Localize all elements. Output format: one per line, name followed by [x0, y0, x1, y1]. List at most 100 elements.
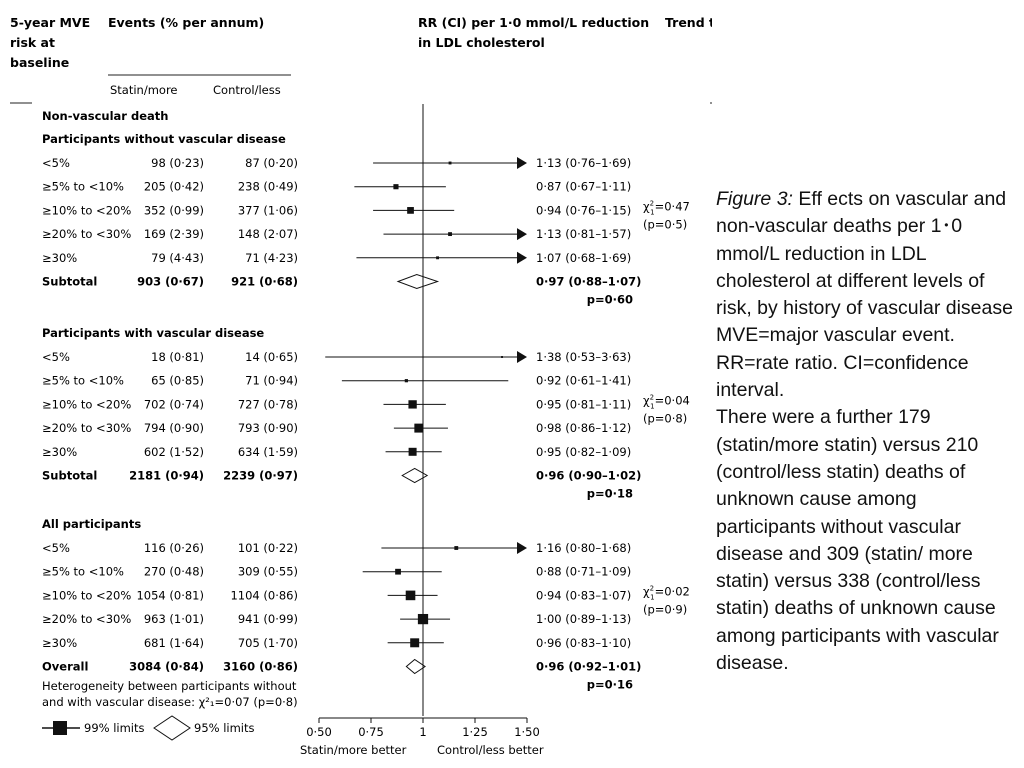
caption-title-block: Figure 3: Eff ects on vascular and non-v… — [716, 186, 1020, 322]
legend-diamond-icon — [153, 715, 191, 741]
subtotal-label: Overall — [42, 660, 88, 674]
figure-caption: Figure 3: Eff ects on vascular and non-v… — [716, 186, 1020, 677]
point-estimate-square — [395, 568, 401, 575]
risk-category-label: <5% — [42, 541, 70, 555]
statin-events-value: 702 (0·74) — [144, 397, 204, 411]
trend-chi-square: χ2 1=0·47 — [643, 199, 690, 216]
point-estimate-square — [501, 356, 503, 358]
caption-title: Eff ects on vascular and non-vascular de… — [716, 188, 1013, 320]
statin-events-value: 681 (1·64) — [144, 636, 204, 650]
point-estimate-square — [410, 638, 420, 648]
trend-chi-square: χ2 1=0·04 — [643, 393, 690, 410]
risk-category-label: ≥20% to <30% — [42, 612, 131, 626]
subtotal-rate-ratio: 0·96 (0·90–1·02) — [536, 469, 641, 483]
control-events-value: 377 (1·06) — [238, 203, 298, 217]
rate-ratio-value: 1·07 (0·68–1·69) — [536, 251, 631, 265]
caption-note: There were a further 179 (statin/more st… — [716, 406, 999, 675]
point-estimate-square — [408, 400, 417, 409]
rate-ratio-value: 1·38 (0·53–3·63) — [536, 350, 631, 364]
x-tick-label: 1 — [419, 725, 426, 739]
point-estimate-square — [414, 423, 424, 433]
statin-events-value: 116 (0·26) — [144, 541, 204, 555]
statin-events-value: 270 (0·48) — [144, 565, 204, 579]
axis-right-label: Control/less better — [437, 743, 544, 757]
control-events-value: 309 (0·55) — [238, 565, 298, 579]
rate-ratio-value: 0·95 (0·82–1·09) — [536, 445, 631, 459]
risk-category-label: <5% — [42, 350, 70, 364]
x-tick-label: 0·50 — [306, 725, 332, 739]
x-tick-label: 0·75 — [358, 725, 384, 739]
subtotal-diamond — [405, 658, 426, 675]
rate-ratio-value: 1·16 (0·80–1·68) — [536, 541, 631, 555]
subtotal-label: Subtotal — [42, 275, 97, 289]
rate-ratio-value: 0·95 (0·81–1·11) — [536, 397, 631, 411]
events-header: Events (% per annum) — [108, 15, 264, 30]
control-events-value: 87 (0·20) — [245, 156, 298, 170]
rate-ratio-value: 0·98 (0·86–1·12) — [536, 421, 631, 435]
statin-events-value: 169 (2·39) — [144, 227, 204, 241]
subtotal-rate-ratio: 0·96 (0·92–1·01) — [536, 660, 641, 674]
ci-arrow-icon — [517, 351, 527, 363]
rate-ratio-value: 1·13 (0·81–1·57) — [536, 227, 631, 241]
caption-abbreviations: MVE=major vascular event. RR=rate ratio.… — [716, 324, 969, 402]
control-events-value: 705 (1·70) — [238, 636, 298, 650]
rr-header-line2: in LDL cholesterol — [418, 35, 545, 50]
risk-category-label: <5% — [42, 156, 70, 170]
control-events-value: 1104 (0·86) — [230, 588, 298, 602]
legend: 99% limits 95% limits — [42, 715, 255, 741]
risk-header-line1: 5-year MVE — [10, 15, 90, 30]
risk-category-label: ≥10% to <20% — [42, 203, 131, 217]
risk-category-label: ≥10% to <20% — [42, 397, 131, 411]
trend-header: Trend test — [665, 15, 712, 30]
point-estimate-square — [405, 590, 416, 601]
risk-category-label: ≥5% to <10% — [42, 565, 124, 579]
ci-arrow-icon — [517, 157, 527, 169]
control-events-value: 727 (0·78) — [238, 397, 298, 411]
control-events-value: 238 (0·49) — [238, 180, 298, 194]
risk-category-label: ≥30% — [42, 251, 77, 265]
risk-category-label: ≥20% to <30% — [42, 421, 131, 435]
point-estimate-square — [393, 184, 399, 190]
subtotal-diamond — [396, 273, 440, 290]
statin-events-value: 18 (0·81) — [151, 350, 204, 364]
point-estimate-square — [436, 256, 439, 260]
axis-left-label: Statin/more better — [300, 743, 407, 757]
statin-subtotal-value: 2181 (0·94) — [129, 469, 204, 483]
group-heading: Participants without vascular disease — [42, 132, 286, 146]
statin-events-value: 602 (1·52) — [144, 445, 204, 459]
rate-ratio-value: 0·92 (0·61–1·41) — [536, 374, 631, 388]
caption-label: Figure 3: — [716, 188, 793, 210]
control-subtotal-value: 2239 (0·97) — [223, 469, 298, 483]
statin-events-value: 205 (0·42) — [144, 180, 204, 194]
rate-ratio-value: 0·96 (0·83–1·10) — [536, 636, 631, 650]
rate-ratio-value: 0·87 (0·67–1·11) — [536, 180, 631, 194]
control-events-value: 71 (4·23) — [245, 251, 298, 265]
control-events-value: 14 (0·65) — [245, 350, 298, 364]
control-events-value: 71 (0·94) — [245, 374, 298, 388]
risk-category-label: ≥30% — [42, 445, 77, 459]
trend-p-value: (p=0·9) — [643, 602, 687, 616]
point-estimate-square — [448, 161, 452, 165]
x-tick-label: 1·50 — [514, 725, 540, 739]
statin-events-value: 65 (0·85) — [151, 374, 204, 388]
trend-p-value: (p=0·8) — [643, 411, 687, 425]
point-estimate-square — [454, 546, 459, 550]
subtotal-diamond — [401, 467, 429, 484]
statin-column-header: Statin/more — [110, 83, 178, 97]
statin-events-value: 352 (0·99) — [144, 203, 204, 217]
group-heading: All participants — [42, 517, 141, 531]
heterogeneity-line1: Heterogeneity between participants witho… — [42, 679, 297, 693]
subtotal-rate-ratio: 0·97 (0·88–1·07) — [536, 275, 641, 289]
rate-ratio-value: 0·94 (0·76–1·15) — [536, 203, 631, 217]
trend-chi-square: χ2 1=0·02 — [643, 584, 690, 601]
heterogeneity-line2: and with vascular disease: χ²₁=0·07 (p=0… — [42, 695, 298, 709]
forest-rows: Participants without vascular disease <5%… — [42, 132, 690, 692]
subtotal-label: Subtotal — [42, 469, 97, 483]
rr-header-line1: RR (CI) per 1·0 mmol/L reduction — [418, 15, 649, 30]
table-header: 5-year MVE risk at baseline Events (% pe… — [10, 15, 712, 104]
statin-events-value: 963 (1·01) — [144, 612, 204, 626]
risk-category-label: ≥10% to <20% — [42, 588, 131, 602]
x-axis: 0·50 0·75 1 1·25 1·50 Statin/more better Contr… — [300, 104, 544, 757]
risk-header-line3: baseline — [10, 55, 69, 70]
rate-ratio-value: 1·13 (0·76–1·69) — [536, 156, 631, 170]
